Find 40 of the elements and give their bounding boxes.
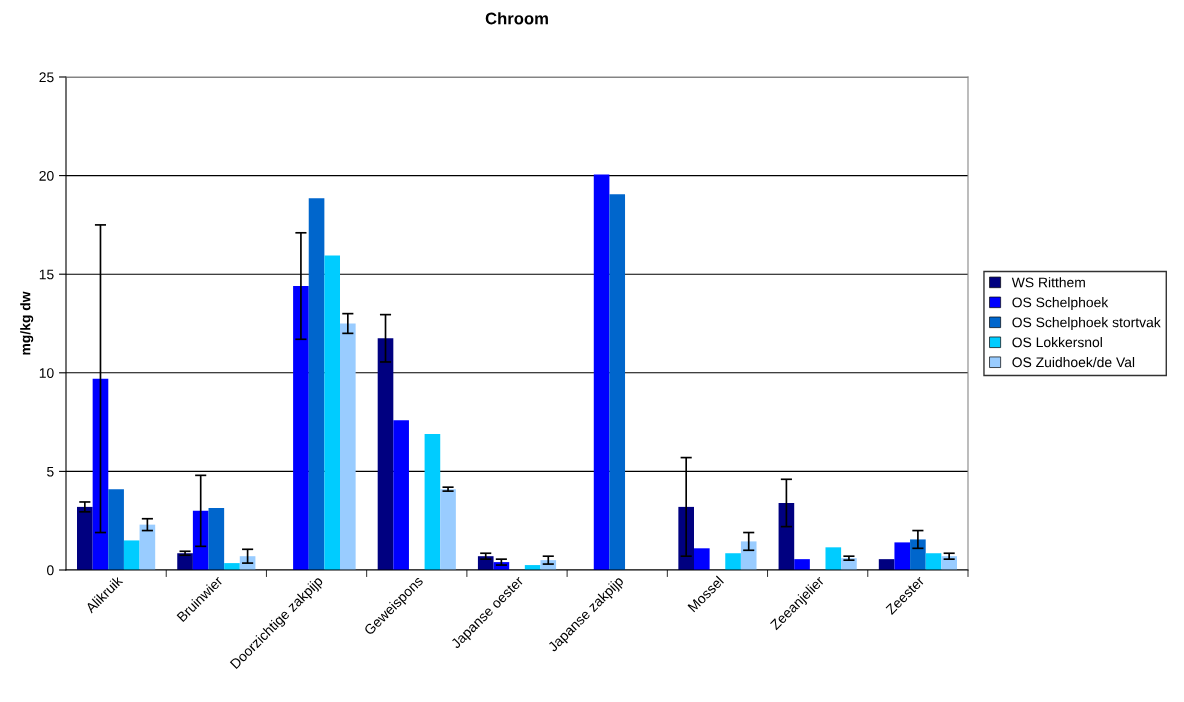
bar (424, 433, 441, 570)
bar (440, 489, 456, 570)
bar (794, 559, 810, 570)
legend-label: OS Lokkersnol (1012, 337, 1102, 348)
bar (293, 286, 309, 570)
bar (92, 378, 109, 570)
y-tick-label: 25 (39, 72, 54, 83)
bar (725, 553, 741, 570)
y-tick-label: 5 (47, 466, 54, 477)
y-tick-label: 0 (47, 565, 54, 576)
bar (77, 506, 93, 570)
bar (740, 541, 757, 570)
bar (393, 420, 409, 570)
bar (324, 255, 341, 570)
bar (593, 174, 610, 570)
bar (108, 489, 124, 570)
legend-label: OS Schelphoek stortvak (1012, 317, 1161, 331)
y-tick-label: 10 (39, 368, 54, 378)
bar (825, 547, 842, 570)
bar (177, 553, 193, 570)
legend-label: OS Zuidhoek/de Val (1012, 356, 1135, 368)
bar (910, 539, 926, 570)
y-axis-title: mg/kg dw (20, 291, 34, 355)
bar (308, 198, 325, 570)
bar (377, 338, 394, 570)
bar (693, 548, 710, 570)
y-tick-label: 15 (39, 269, 54, 280)
legend-label: WS Ritthem (1011, 277, 1085, 288)
bar (208, 507, 225, 570)
legend-label: OS Schelphoek (1012, 297, 1109, 311)
bar (609, 194, 626, 570)
bar (894, 542, 911, 570)
y-tick-label: 20 (39, 170, 54, 181)
bar (192, 510, 209, 570)
bar (340, 323, 356, 570)
bar (925, 553, 942, 570)
bar (139, 524, 156, 570)
bar (123, 540, 140, 570)
bar (778, 502, 795, 570)
chart-title: Chroom (485, 12, 548, 25)
